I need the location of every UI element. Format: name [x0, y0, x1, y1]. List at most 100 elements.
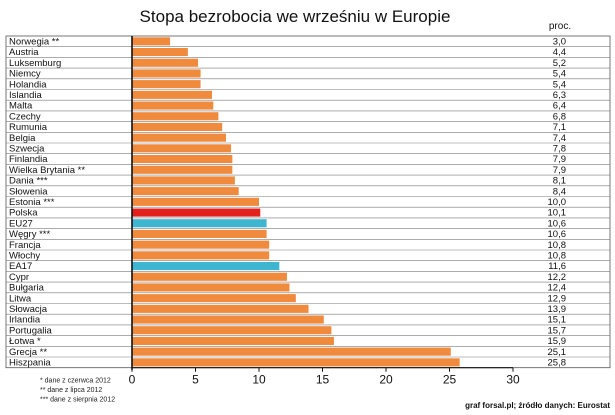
value-label: 13,9	[548, 304, 567, 315]
value-label: 5,4	[553, 79, 566, 90]
value-label: 25,1	[548, 347, 567, 358]
value-label: 10,8	[548, 251, 567, 262]
bar-polska	[132, 208, 261, 217]
x-tick-label: 20	[379, 373, 393, 387]
category-label: Islandia	[9, 90, 42, 101]
category-label: Grecja **	[9, 347, 47, 358]
category-label: Dania ***	[9, 176, 48, 187]
bar-francja	[132, 240, 270, 249]
category-label: Szwecja	[9, 144, 45, 155]
value-label: 7,9	[553, 165, 566, 176]
bar-belgia	[132, 133, 226, 142]
value-label: 15,1	[548, 315, 567, 326]
bar-finlandia	[132, 155, 233, 164]
value-label: 7,9	[553, 154, 566, 165]
value-label: 8,4	[553, 186, 566, 197]
category-label: Bułgaria	[9, 283, 45, 294]
bar-austria	[132, 48, 188, 57]
footnote: * dane z czerwca 2012	[40, 378, 111, 385]
x-tick-label: 5	[192, 373, 199, 387]
bar-wielka-brytania	[132, 165, 233, 174]
value-label: 5,4	[553, 69, 566, 80]
category-label: Słowacja	[9, 304, 48, 315]
x-axis: 0 5 10 15 20 25 30	[129, 36, 520, 387]
category-label: Finlandia	[9, 154, 48, 165]
bar-szwecja	[132, 144, 232, 153]
bar-luksemburg	[132, 58, 199, 67]
x-tick-label: 25	[443, 373, 457, 387]
value-label: 12,9	[548, 293, 567, 304]
category-label: Rumunia	[9, 122, 48, 133]
bar-rumunia	[132, 122, 223, 131]
category-label: Irlandia	[9, 315, 41, 326]
category-label: Norwegia **	[9, 37, 59, 48]
x-tick-label: 15	[316, 373, 330, 387]
footnotes: * dane z czerwca 2012 ** dane z lipca 201…	[40, 378, 115, 404]
value-column-header: proc.	[549, 21, 571, 32]
bars	[132, 37, 460, 367]
value-label: 4,4	[553, 47, 566, 58]
bar-litwa	[132, 294, 296, 303]
chart-title: Stopa bezrobocia we wrześniu w Europie	[140, 7, 451, 26]
bar-niemcy	[132, 69, 201, 78]
x-tick-label: 0	[129, 373, 136, 387]
bar-islandia	[132, 90, 213, 99]
value-label: 10,0	[548, 197, 567, 208]
bar-hiszpania	[132, 358, 460, 367]
value-label: 6,4	[553, 101, 566, 112]
category-label: Polska	[9, 208, 38, 219]
value-label: 7,8	[553, 144, 566, 155]
category-label: Węgry ***	[9, 229, 50, 240]
value-label: 10,1	[548, 208, 567, 219]
bar-irlandia	[132, 315, 324, 324]
bar-czechy	[132, 112, 219, 121]
bar-dania	[132, 176, 235, 185]
bar-norwegia	[132, 37, 171, 46]
category-label: Malta	[9, 101, 33, 112]
category-label: EU27	[9, 218, 33, 229]
bar-ea17	[132, 262, 280, 271]
category-label: Wielka Brytania **	[9, 165, 85, 176]
value-label: 11,6	[548, 261, 566, 272]
value-label: 6,3	[553, 90, 566, 101]
category-label: Holandia	[9, 79, 47, 90]
bar-włochy	[132, 251, 270, 260]
category-label: Estonia ***	[9, 197, 55, 208]
bar-malta	[132, 101, 214, 110]
category-label: EA17	[9, 261, 32, 272]
value-label: 5,2	[553, 58, 566, 69]
category-label: Słowenia	[9, 186, 48, 197]
category-label: Luksemburg	[9, 58, 61, 69]
bar-grecja	[132, 347, 451, 356]
footnote: *** dane z sierpnia 2012	[40, 397, 115, 404]
bar-holandia	[132, 80, 201, 89]
category-label: Litwa	[9, 293, 32, 304]
category-label: Czechy	[9, 111, 41, 122]
category-label: Francja	[9, 240, 41, 251]
value-label: 10,6	[548, 229, 567, 240]
category-label: Łotwa *	[9, 336, 41, 347]
bar-cypr	[132, 272, 287, 281]
bar-portugalia	[132, 326, 332, 335]
category-label: Hiszpania	[9, 358, 51, 369]
bar-słowenia	[132, 187, 239, 196]
category-label: Portugalia	[9, 325, 52, 336]
value-label: 7,4	[553, 133, 566, 144]
value-label: 15,9	[548, 336, 567, 347]
category-label: Niemcy	[9, 69, 41, 80]
bar-bułgaria	[132, 283, 290, 292]
bar-łotwa	[132, 336, 334, 345]
source-note: graf forsal.pl; źródło danych: Eurostat	[465, 401, 610, 410]
value-label: 7,1	[553, 122, 566, 133]
value-label: 3,0	[553, 37, 566, 48]
value-label: 8,1	[553, 176, 566, 187]
value-label: 6,8	[553, 111, 566, 122]
category-label: Belgia	[9, 133, 36, 144]
category-label: Cypr	[9, 272, 29, 283]
value-label: 10,8	[548, 240, 567, 251]
bar-węgry	[132, 229, 267, 238]
value-label: 12,2	[548, 272, 567, 283]
value-label: 25,8	[548, 358, 567, 369]
category-label: Włochy	[9, 251, 40, 262]
